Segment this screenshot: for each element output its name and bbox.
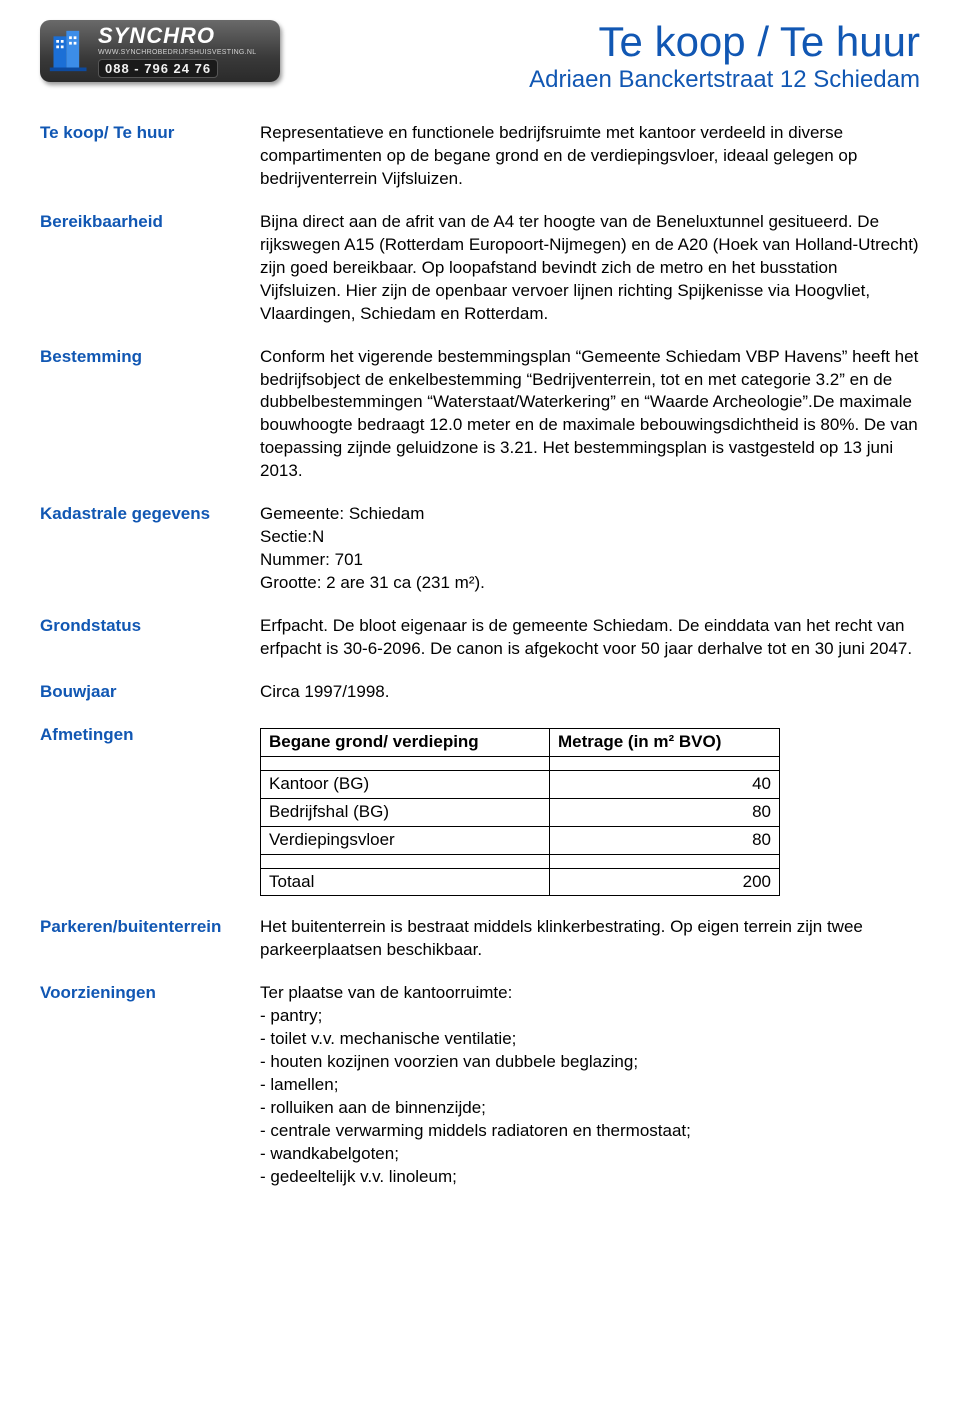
table-cell-label: Verdiepingsvloer xyxy=(261,826,550,854)
page-title: Te koop / Te huur xyxy=(529,20,920,64)
section-label: Afmetingen xyxy=(40,724,260,897)
section-label: Kadastrale gegevens xyxy=(40,503,260,595)
document-page: SYNCHRO WWW.SYNCHROBEDRIJFSHUISVESTING.N… xyxy=(0,0,960,1249)
section-parkeren: Parkeren/buitenterrein Het buitenterrein… xyxy=(40,916,920,962)
kadastrale-line: Gemeente: Schiedam xyxy=(260,503,920,526)
table-cell-value: 40 xyxy=(550,770,780,798)
section-body: Het buitenterrein is bestraat middels kl… xyxy=(260,916,920,962)
section-te-koop-te-huur: Te koop/ Te huur Representatieve en func… xyxy=(40,122,920,191)
section-body: Conform het vigerende bestemmingsplan “G… xyxy=(260,346,920,484)
section-label: Grondstatus xyxy=(40,615,260,661)
table-cell-label: Bedrijfshal (BG) xyxy=(261,798,550,826)
list-item: - toilet v.v. mechanische ventilatie; xyxy=(260,1028,920,1051)
list-item: - centrale verwarming middels radiatoren… xyxy=(260,1120,920,1143)
section-body: Ter plaatse van de kantoorruimte: - pant… xyxy=(260,982,920,1188)
section-label: Bouwjaar xyxy=(40,681,260,704)
table-cell-value: 80 xyxy=(550,826,780,854)
section-label: Bereikbaarheid xyxy=(40,211,260,326)
section-label: Parkeren/buitenterrein xyxy=(40,916,260,962)
section-body: Circa 1997/1998. xyxy=(260,681,920,704)
logo-subline: WWW.SYNCHROBEDRIJFSHUISVESTING.NL xyxy=(98,49,272,56)
table-spacer-row xyxy=(261,756,780,770)
section-body: Representatieve en functionele bedrijfsr… xyxy=(260,122,920,191)
page-subtitle: Adriaen Banckertstraat 12 Schiedam xyxy=(529,66,920,94)
table-row: Bedrijfshal (BG) 80 xyxy=(261,798,780,826)
title-block: Te koop / Te huur Adriaen Banckertstraat… xyxy=(529,20,920,94)
section-grondstatus: Grondstatus Erfpacht. De bloot eigenaar … xyxy=(40,615,920,661)
table-cell-label: Kantoor (BG) xyxy=(261,770,550,798)
logo-phone: 088 - 796 24 76 xyxy=(98,59,218,78)
section-afmetingen: Afmetingen Begane grond/ verdieping Metr… xyxy=(40,724,920,897)
section-bestemming: Bestemming Conform het vigerende bestemm… xyxy=(40,346,920,484)
kadastrale-line: Sectie:N xyxy=(260,526,920,549)
section-body: Gemeente: Schiedam Sectie:N Nummer: 701 … xyxy=(260,503,920,595)
section-body: Bijna direct aan de afrit van de A4 ter … xyxy=(260,211,920,326)
list-item: - gedeeltelijk v.v. linoleum; xyxy=(260,1166,920,1189)
table-total-value: 200 xyxy=(550,868,780,896)
company-logo: SYNCHRO WWW.SYNCHROBEDRIJFSHUISVESTING.N… xyxy=(40,20,280,82)
list-item: - rolluiken aan de binnenzijde; xyxy=(260,1097,920,1120)
table-total-row: Totaal 200 xyxy=(261,868,780,896)
table-header-row: Begane grond/ verdieping Metrage (in m² … xyxy=(261,728,780,756)
section-body: Erfpacht. De bloot eigenaar is de gemeen… xyxy=(260,615,920,661)
kadastrale-line: Grootte: 2 are 31 ca (231 m²). xyxy=(260,572,920,595)
section-bereikbaarheid: Bereikbaarheid Bijna direct aan de afrit… xyxy=(40,211,920,326)
table-row: Verdiepingsvloer 80 xyxy=(261,826,780,854)
section-label: Bestemming xyxy=(40,346,260,484)
voorzieningen-list: - pantry; - toilet v.v. mechanische vent… xyxy=(260,1005,920,1189)
table-col-header: Begane grond/ verdieping xyxy=(261,728,550,756)
voorzieningen-intro: Ter plaatse van de kantoorruimte: xyxy=(260,982,920,1005)
section-body: Begane grond/ verdieping Metrage (in m² … xyxy=(260,724,920,897)
table-row: Kantoor (BG) 40 xyxy=(261,770,780,798)
list-item: - pantry; xyxy=(260,1005,920,1028)
table-total-label: Totaal xyxy=(261,868,550,896)
building-icon xyxy=(48,29,92,73)
list-item: - wandkabelgoten; xyxy=(260,1143,920,1166)
list-item: - houten kozijnen voorzien van dubbele b… xyxy=(260,1051,920,1074)
table-col-header: Metrage (in m² BVO) xyxy=(550,728,780,756)
afmetingen-table: Begane grond/ verdieping Metrage (in m² … xyxy=(260,728,780,897)
section-label: Te koop/ Te huur xyxy=(40,122,260,191)
kadastrale-line: Nummer: 701 xyxy=(260,549,920,572)
table-cell-value: 80 xyxy=(550,798,780,826)
section-voorzieningen: Voorzieningen Ter plaatse van de kantoor… xyxy=(40,982,920,1188)
section-bouwjaar: Bouwjaar Circa 1997/1998. xyxy=(40,681,920,704)
logo-text: SYNCHRO WWW.SYNCHROBEDRIJFSHUISVESTING.N… xyxy=(98,25,272,78)
section-kadastrale: Kadastrale gegevens Gemeente: Schiedam S… xyxy=(40,503,920,595)
table-spacer-row xyxy=(261,854,780,868)
list-item: - lamellen; xyxy=(260,1074,920,1097)
logo-brand: SYNCHRO xyxy=(98,25,272,47)
section-label: Voorzieningen xyxy=(40,982,260,1188)
header: SYNCHRO WWW.SYNCHROBEDRIJFSHUISVESTING.N… xyxy=(40,20,920,94)
